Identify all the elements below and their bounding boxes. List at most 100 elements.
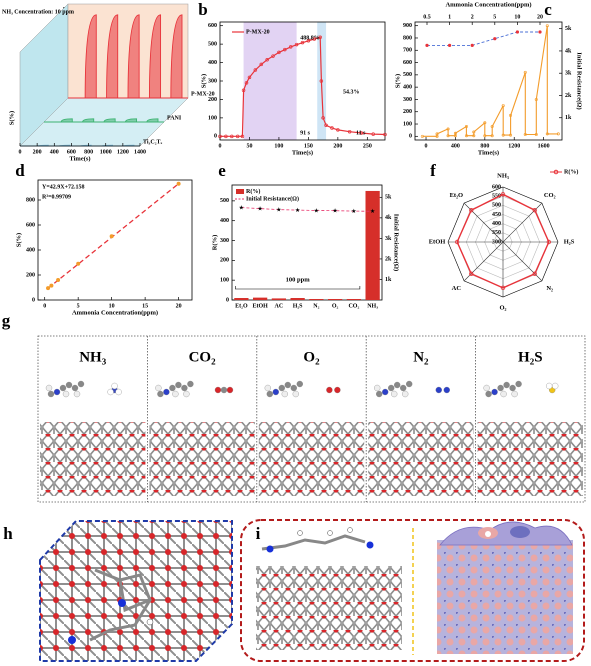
- y-tick-label: 5k: [385, 195, 392, 201]
- series-label: PANI: [167, 115, 182, 121]
- data-point: [490, 134, 494, 138]
- bar: [290, 298, 305, 300]
- y-tick-label: 300: [403, 97, 412, 103]
- atom: [272, 388, 279, 396]
- atom: [483, 384, 490, 392]
- surface-density: [439, 521, 573, 546]
- radar-line: [456, 193, 550, 289]
- response-pulse: [60, 118, 73, 123]
- axis-label: NH₃: [497, 172, 509, 179]
- gas-atom: [552, 382, 559, 390]
- atom: [175, 381, 182, 389]
- y-tick-label: 100: [403, 121, 412, 127]
- atom: [77, 380, 85, 388]
- data-point: [230, 134, 234, 139]
- bar: [365, 190, 380, 300]
- data-point: [265, 58, 269, 62]
- atom: [400, 384, 407, 392]
- atom: [73, 390, 81, 398]
- response-pulse: [124, 118, 138, 123]
- gas-atom: [226, 386, 234, 394]
- data-point: [420, 134, 424, 138]
- r-tick-label: 550: [492, 194, 501, 200]
- spoke: [502, 202, 543, 243]
- x-tick-label: 15: [142, 303, 148, 309]
- density-lobe: [510, 526, 530, 538]
- y-tick-label: 1k: [565, 115, 572, 121]
- y-tick-label: 200: [208, 97, 217, 103]
- atom: [157, 390, 164, 398]
- data-point: [469, 208, 474, 213]
- x-axis-label: Time(s): [69, 155, 90, 162]
- x-tick-label: 600: [67, 149, 76, 155]
- data-point: [534, 132, 538, 136]
- axis-label: O₂: [499, 304, 506, 311]
- response-line: [422, 25, 559, 137]
- y-tick-label: 500: [208, 42, 217, 48]
- x-tick-label: 10: [109, 303, 115, 309]
- gas-atom: [115, 388, 122, 396]
- data-point: [240, 134, 245, 139]
- data-point: [500, 192, 506, 197]
- data-point: [306, 39, 311, 43]
- spoke: [463, 241, 504, 282]
- axis-label: H₂S: [564, 238, 575, 245]
- data-point: [244, 81, 249, 85]
- y-tick-label: 400: [220, 218, 229, 224]
- resistance-point: ★: [351, 208, 356, 215]
- resistance-point: [493, 37, 497, 41]
- x-tick-label: 20: [176, 303, 182, 309]
- substrate: [258, 422, 365, 496]
- atom: [500, 390, 507, 398]
- molecule-label: N₂: [413, 349, 429, 365]
- data-point: [46, 286, 51, 291]
- outline: [39, 520, 233, 662]
- annotation: 488.8%: [300, 35, 320, 41]
- y-tick-label: 100: [208, 115, 217, 121]
- x-tick-label: 0: [425, 143, 428, 149]
- molecule: [261, 534, 366, 551]
- r-tick-label: 600: [492, 184, 501, 190]
- bar: [234, 298, 249, 300]
- annotation: Y=42.9X+72.158: [42, 184, 85, 190]
- data-point: [259, 62, 264, 67]
- atom: [47, 390, 55, 398]
- x-tick-label: 1200: [117, 149, 129, 155]
- data-point: [76, 261, 81, 266]
- y-tick-label: 200: [403, 109, 412, 115]
- atom: [406, 380, 413, 388]
- x-tick-label: EtOH: [252, 303, 268, 309]
- annotation: NH₃ Concentration: 10 ppm: [2, 9, 74, 15]
- data-point: [534, 97, 538, 101]
- spoke: [463, 202, 504, 243]
- atom: [376, 390, 383, 398]
- x-tick-label: Et₂O: [235, 303, 248, 309]
- legend-label: Initial Resistance(Ω): [246, 195, 299, 202]
- bar: [253, 297, 268, 300]
- data-point: [532, 271, 537, 276]
- axis-label: Et₂O: [450, 192, 464, 199]
- hydrogen: [347, 527, 353, 533]
- x-tick-label: 0: [19, 149, 22, 155]
- resistance-point: [425, 43, 429, 47]
- atom: [172, 390, 179, 398]
- data-point: [176, 181, 181, 186]
- y-tick-label: 400: [208, 60, 217, 66]
- atom: [53, 388, 61, 396]
- substrate: [368, 422, 474, 496]
- x-tick-label: 1000: [100, 149, 112, 155]
- y-tick-label: 900: [403, 23, 412, 29]
- data-point: [435, 132, 439, 136]
- nitrogen: [68, 636, 76, 644]
- series-label: P-MX-20: [191, 91, 215, 97]
- data-point: [556, 132, 560, 136]
- y-tick-label: 300: [220, 238, 229, 244]
- bar: [271, 298, 286, 300]
- data-point: [49, 283, 54, 288]
- top-tick-label: 2: [471, 14, 474, 20]
- x-tick-label: N₂: [313, 303, 319, 309]
- data-point: [336, 128, 340, 132]
- plot-frame: [414, 21, 563, 141]
- atom: [497, 384, 504, 392]
